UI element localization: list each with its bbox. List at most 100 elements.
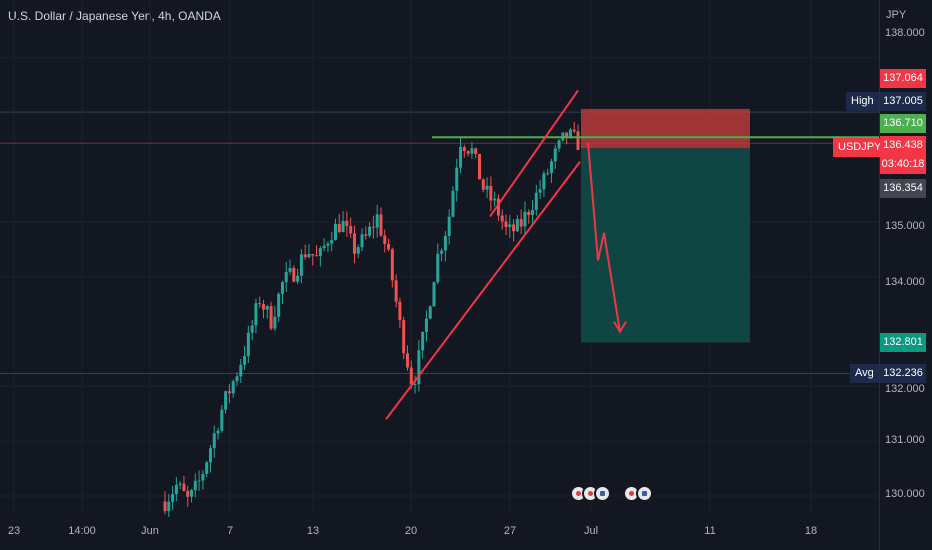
x-tick-label: 20 xyxy=(404,525,418,537)
candle-body xyxy=(315,255,319,257)
candle-body xyxy=(269,306,273,329)
candle-body xyxy=(379,214,383,236)
us-event-icon[interactable] xyxy=(594,485,611,502)
candle-body xyxy=(224,391,228,410)
avg-tag: Avg xyxy=(850,364,879,383)
projection-arrowhead xyxy=(613,321,627,334)
y-tick-label: 132.000 xyxy=(885,383,925,395)
candle-body xyxy=(523,211,527,227)
candle-body xyxy=(368,226,372,236)
candle-body xyxy=(398,301,402,321)
candle-body xyxy=(371,226,375,228)
high-price-label: 137.005 xyxy=(880,92,926,111)
candle-body xyxy=(186,491,190,497)
x-tick-label: 14:00 xyxy=(68,525,96,537)
candle-body xyxy=(330,240,334,244)
candle-body xyxy=(455,167,459,191)
candle-body xyxy=(292,267,296,282)
candle-body xyxy=(171,494,175,502)
y-tick-label: 135.000 xyxy=(885,220,925,232)
candle-body xyxy=(216,430,220,434)
candle-body xyxy=(440,250,444,254)
candle-body xyxy=(459,146,463,168)
chart-plot-area[interactable] xyxy=(0,0,879,550)
candle-body xyxy=(299,254,303,276)
candle-body xyxy=(474,148,478,154)
candle-body xyxy=(534,192,538,210)
candle-body xyxy=(443,236,447,251)
price-axis[interactable] xyxy=(879,0,932,550)
candle-body xyxy=(356,247,360,254)
candle-body xyxy=(258,303,262,305)
candle-body xyxy=(576,131,580,150)
candle-body xyxy=(296,275,300,282)
x-tick-label: 11 xyxy=(704,525,716,537)
avg-price-label: 132.236 xyxy=(880,364,926,383)
candle-body xyxy=(288,267,292,272)
candle-body xyxy=(462,146,466,152)
x-tick-label: Jun xyxy=(141,525,159,537)
position-zones xyxy=(581,108,750,343)
candle-body xyxy=(504,221,508,228)
candle-body xyxy=(383,235,387,244)
candle-body xyxy=(280,282,284,294)
drawings xyxy=(385,89,879,420)
candle-body xyxy=(307,254,311,258)
candle-body xyxy=(262,304,266,310)
candle-body xyxy=(447,216,451,237)
chart-title: U.S. Dollar / Japanese Yen, 4h, OANDA xyxy=(8,9,221,23)
candle-body xyxy=(284,271,288,283)
candle-body xyxy=(477,153,481,180)
candle-body xyxy=(519,219,523,227)
session-price-label: 136.354 xyxy=(880,179,926,198)
x-tick-label: 27 xyxy=(503,525,517,537)
wedge-upper-line xyxy=(489,89,579,218)
candle-body xyxy=(531,209,535,215)
candle-body xyxy=(318,248,322,257)
candle-body xyxy=(205,462,209,474)
candle-body xyxy=(390,249,394,281)
candlestick-series xyxy=(163,121,580,517)
stop-price-label: 137.064 xyxy=(880,69,926,88)
candle-body xyxy=(515,219,519,232)
candle-body xyxy=(311,254,315,256)
candle-body xyxy=(182,483,186,492)
candle-body xyxy=(303,254,307,258)
candle-body xyxy=(265,306,269,310)
candle-body xyxy=(493,198,497,201)
candle-body xyxy=(345,220,349,226)
symbol-tag: USDJPY xyxy=(833,138,887,157)
candle-body xyxy=(394,280,398,302)
candle-body xyxy=(387,243,391,250)
high-tag: High xyxy=(846,92,879,111)
y-tick-label: 131.000 xyxy=(885,434,925,446)
candle-body xyxy=(334,223,338,241)
candle-body xyxy=(432,282,436,307)
candle-body xyxy=(212,433,216,449)
x-tick-label: Jul xyxy=(583,525,599,537)
candle-body xyxy=(512,224,516,232)
candle-body xyxy=(352,233,356,254)
candle-body xyxy=(470,148,474,154)
take-profit-zone xyxy=(581,148,750,343)
candle-body xyxy=(417,350,421,384)
current-price-label: 136.438 xyxy=(880,136,926,155)
candle-body xyxy=(163,501,167,512)
candle-body xyxy=(326,243,330,246)
us-event-icon[interactable] xyxy=(636,485,653,502)
candle-body xyxy=(553,148,557,162)
projection-path xyxy=(587,142,621,332)
candle-body xyxy=(341,220,345,232)
y-tick-label: 134.000 xyxy=(885,276,925,288)
candle-body xyxy=(197,480,201,482)
candle-body xyxy=(424,318,428,332)
candle-body xyxy=(349,225,353,234)
candle-body xyxy=(243,356,247,365)
candle-body xyxy=(277,293,281,317)
candle-body xyxy=(246,332,250,357)
x-tick-label: 18 xyxy=(804,525,818,537)
candle-body xyxy=(360,234,364,248)
candle-body xyxy=(413,383,417,385)
stop-loss-zone xyxy=(581,108,750,149)
candle-body xyxy=(174,484,178,495)
